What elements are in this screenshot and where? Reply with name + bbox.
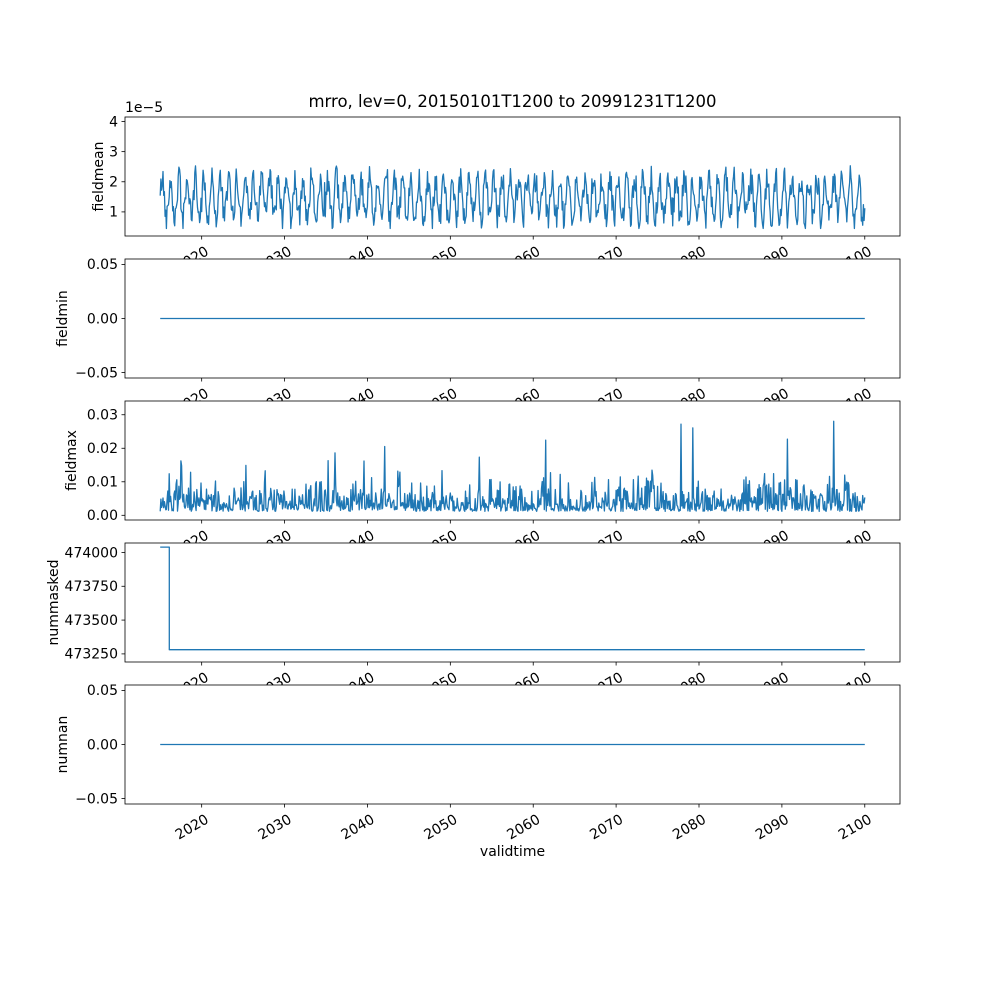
y-tick-label: 474000 (65, 545, 118, 561)
y-axis-label-fieldmin: fieldmin (55, 290, 71, 347)
axes-bg-nummasked (125, 543, 900, 662)
y-tick-label: 0.05 (87, 257, 118, 273)
y-tick-label: 3 (109, 144, 118, 160)
y-tick-label: 0.00 (87, 508, 118, 524)
y-tick-label: 2 (109, 175, 118, 191)
y-axis-label-fieldmax: fieldmax (64, 430, 80, 491)
y-tick-label: 0.05 (87, 683, 118, 699)
axes-spines-fieldmax (124, 400, 901, 521)
y-tick-label: 1 (109, 205, 118, 221)
y-axis-label-nummasked: nummasked (46, 559, 62, 645)
y-tick-label: 473250 (65, 647, 118, 663)
y-tick-label: −0.05 (75, 365, 118, 381)
series-line-nummasked (160, 546, 865, 651)
axes-spines-fieldmean (124, 116, 901, 237)
y-tick-label: 0.01 (87, 475, 118, 491)
series-line-fieldmean (159, 165, 866, 230)
y-tick-label: 0.00 (87, 737, 118, 753)
y-axis-label-numnan: numnan (55, 716, 71, 774)
y-tick-label: −0.05 (75, 791, 118, 807)
y-tick-label: 0.00 (87, 311, 118, 327)
y-tick-label: 473500 (65, 613, 118, 629)
x-axis-label: validtime (480, 844, 545, 860)
y-axis-offset-text: 1e−5 (125, 100, 163, 116)
series-line-fieldmax (159, 420, 866, 512)
y-tick-label: 473750 (65, 579, 118, 595)
y-axis-label-fieldmean: fieldmean (91, 142, 107, 212)
axes-spines-nummasked (124, 542, 901, 663)
y-tick-label: 0.02 (87, 441, 118, 457)
chart-title: mrro, lev=0, 20150101T1200 to 20991231T1… (308, 92, 716, 111)
y-tick-label: 4 (109, 114, 118, 130)
y-tick-label: 0.03 (87, 408, 118, 424)
